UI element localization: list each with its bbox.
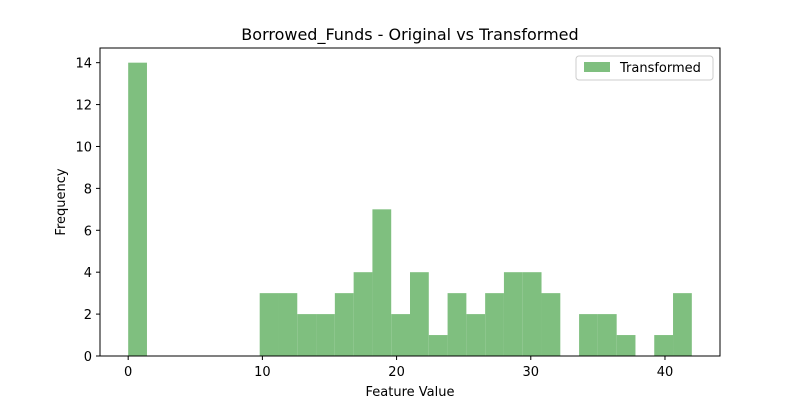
legend-swatch [584,62,610,72]
histogram-bar [428,335,448,356]
legend-label: Transformed [619,61,701,76]
histogram-bar [410,272,429,356]
histogram-bar [447,293,467,356]
x-axis-label: Feature Value [366,385,455,400]
histogram-bar [259,293,279,356]
plot-frame [99,47,721,357]
histogram-bar [297,314,317,356]
histogram-bar [334,293,354,356]
histogram-bar [278,293,298,356]
histogram-bar [616,335,636,356]
legend-box [575,55,714,81]
histogram-bar [541,293,561,356]
histogram-bar [372,209,392,356]
histogram-bar [128,62,147,357]
x-tick-label: 0 [124,365,132,380]
y-tick-label: 8 [84,182,92,197]
histogram-bar [654,335,674,356]
y-tick-label: 2 [84,308,92,323]
y-tick-label: 10 [75,140,92,155]
histogram-bar [503,272,523,356]
x-axis-ticks: 0 10 20 30 40 [124,356,673,380]
y-axis-label: Frequency [54,168,69,235]
histogram-bar [391,314,410,356]
y-axis-ticks: 0 2 4 6 8 10 12 14 [75,57,100,365]
x-tick-label: 20 [388,365,405,380]
y-tick-label: 6 [84,224,92,239]
histogram-bar [485,293,504,356]
x-tick-label: 40 [657,365,674,380]
histogram-bar [316,314,335,356]
y-tick-label: 0 [84,350,92,365]
chart-title: Borrowed_Funds - Original vs Transformed [241,25,578,45]
histogram-bar [466,314,486,356]
histogram-bar [522,272,542,356]
bars-group [128,62,692,357]
legend: Transformed [575,55,714,81]
x-tick-label: 30 [523,365,540,380]
y-tick-label: 12 [75,99,92,114]
x-tick-label: 10 [254,365,271,380]
histogram-bar [579,314,598,356]
histogram-bar [353,272,373,356]
y-tick-label: 14 [75,57,92,72]
histogram-bar [673,293,692,356]
y-tick-label: 4 [84,266,92,281]
histogram-bar [597,314,617,356]
